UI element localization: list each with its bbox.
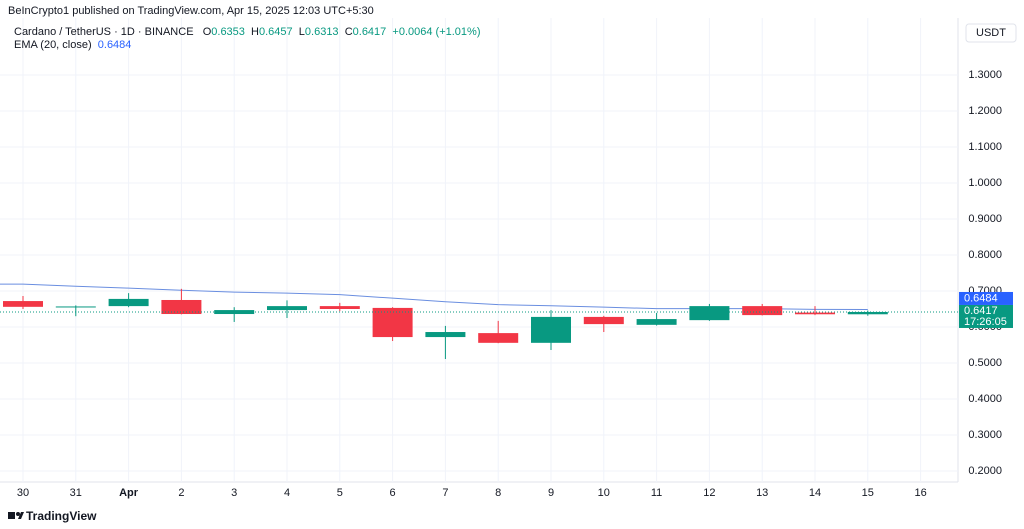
legend-row: Cardano / TetherUS · 1D · BINANCE O0.635… xyxy=(14,26,481,38)
indicator-row: EMA (20, close) 0.6484 xyxy=(14,39,131,51)
y-tick-label: 0.5000 xyxy=(968,357,1002,369)
candle-body xyxy=(583,316,624,325)
last-price-box xyxy=(959,304,1013,328)
x-tick-label: 30 xyxy=(17,487,29,499)
candle-body xyxy=(847,311,888,315)
candle-body xyxy=(636,319,677,325)
y-tick-label: 1.3000 xyxy=(968,69,1002,81)
x-tick-label: 6 xyxy=(390,487,396,499)
tradingview-logo xyxy=(8,512,24,519)
ohlc-label: L xyxy=(298,26,305,38)
brand: TradingView xyxy=(26,509,97,523)
open-value: 0.6353 xyxy=(211,26,245,38)
ohlc-label: C xyxy=(344,26,353,38)
y-tick-label: 1.2000 xyxy=(968,105,1002,117)
ema-price-label: 0.6484 xyxy=(964,292,998,304)
y-tick-label: 1.1000 xyxy=(968,141,1002,153)
x-tick-label: 2 xyxy=(178,487,184,499)
candle-body xyxy=(531,316,571,343)
x-tick-label: Apr xyxy=(119,487,139,499)
symbol-title[interactable]: Cardano / TetherUS · 1D · BINANCE xyxy=(14,26,194,38)
candle-body xyxy=(795,312,835,315)
currency: USDT xyxy=(976,27,1006,39)
currency-box[interactable] xyxy=(965,23,1017,43)
candle-body xyxy=(689,306,730,321)
x-tick-label: 7 xyxy=(442,487,448,499)
x-tick-label: 15 xyxy=(862,487,874,499)
close-value: 0.6417 xyxy=(352,26,387,38)
indicator-value: 0.6484 xyxy=(97,39,132,51)
publisher: BeInCrypto1 published on TradingView.com… xyxy=(8,5,374,17)
x-tick-label: 3 xyxy=(231,487,237,499)
candle-body xyxy=(161,299,202,315)
x-tick-label: 12 xyxy=(703,487,715,499)
candle-body xyxy=(425,332,466,338)
x-tick-label: 31 xyxy=(70,487,82,499)
y-tick-label: 0.3000 xyxy=(968,429,1002,441)
candle-body xyxy=(55,306,96,308)
x-tick-label: 10 xyxy=(598,487,610,499)
y-tick-label: 0.4000 xyxy=(968,393,1002,405)
x-tick-label: 8 xyxy=(495,487,501,499)
change: +0.0064 (+1.01%) xyxy=(392,26,481,38)
ema-price-box xyxy=(959,291,1013,305)
y-tick-label: 0.9000 xyxy=(968,213,1002,225)
ohlc-label: O xyxy=(202,26,212,38)
countdown-label: 17:26:05 xyxy=(964,316,1007,328)
ohlc-label: H xyxy=(251,26,259,38)
high-value: 0.6457 xyxy=(259,26,293,38)
y-tick-label: 1.0000 xyxy=(968,177,1002,189)
last-price-label: 0.6417 xyxy=(964,305,998,317)
candle-body xyxy=(478,333,519,343)
y-tick-label: 0.8000 xyxy=(968,249,1002,261)
candle-body xyxy=(3,301,43,307)
x-tick-label: 4 xyxy=(284,487,290,499)
x-tick-label: 14 xyxy=(809,487,821,499)
candle-body xyxy=(372,307,413,338)
candle-body xyxy=(108,298,149,307)
candle-body xyxy=(267,306,307,311)
y-tick-label: 0.2000 xyxy=(968,465,1002,477)
x-tick-label: 9 xyxy=(548,487,554,499)
x-tick-label: 16 xyxy=(914,487,926,499)
x-tick-label: 5 xyxy=(337,487,343,499)
indicator-name[interactable]: EMA (20, close) xyxy=(14,39,92,51)
low-value: 0.6313 xyxy=(304,26,339,38)
x-tick-label: 13 xyxy=(756,487,768,499)
candle-body xyxy=(742,306,783,316)
x-tick-label: 11 xyxy=(651,487,662,499)
candle-body xyxy=(319,306,360,309)
